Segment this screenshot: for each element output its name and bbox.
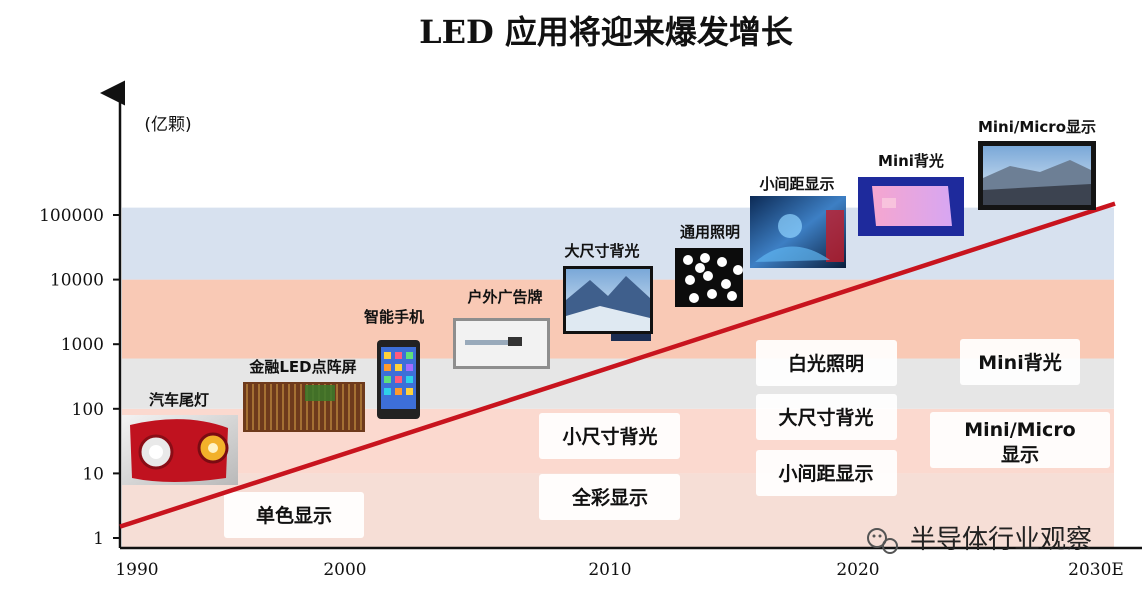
light-bulb	[727, 291, 737, 301]
watermark-text: 半导体行业观察	[910, 525, 1092, 555]
stage-box-small-backlight: 小尺寸背光	[539, 413, 680, 459]
light-bulb	[683, 255, 693, 265]
x-tick-label: 2000	[323, 560, 366, 580]
large-backlight-tv-photo	[563, 266, 653, 341]
milestone-label-smartphone: 智能手机	[364, 308, 424, 326]
stage-box-fine-pitch: 小间距显示	[756, 450, 897, 496]
trend-line	[119, 201, 1116, 529]
stage-box-label: 白光照明	[788, 352, 864, 375]
y-tick-label: 10	[82, 464, 104, 484]
stage-box-label: Mini背光	[978, 351, 1061, 374]
stage-box-large-backlight: 大尺寸背光	[756, 394, 897, 440]
stage-box-full-color: 全彩显示	[539, 474, 680, 520]
stage-box-white-lighting: 白光照明	[756, 340, 897, 386]
car-tail-light-photo	[122, 415, 238, 485]
milestone-label-large-backlight: 大尺寸背光	[564, 242, 639, 260]
light-bulb	[689, 293, 699, 303]
stage-box-mini-micro-display: Mini/Micro 显示	[930, 412, 1110, 468]
stage-box-label: 全彩显示	[571, 486, 648, 509]
y-tick-label: 100	[72, 400, 104, 420]
light-bulb	[721, 279, 731, 289]
mini-backlight-panel-photo	[858, 177, 964, 236]
general-lighting-photo	[675, 248, 743, 307]
light-bulb	[695, 263, 705, 273]
x-tick-label: 2010	[588, 560, 631, 580]
stage-box-mini-backlight: Mini背光	[960, 339, 1080, 385]
milestone-label-general-lighting: 通用照明	[680, 223, 740, 241]
x-tick-label: 2030E	[1068, 560, 1124, 580]
stage-box-label: 小间距显示	[778, 463, 873, 485]
light-bulb	[700, 253, 710, 263]
stage-box-label: 大尺寸背光	[778, 406, 873, 429]
milestone-label-fine-pitch: 小间距显示	[759, 175, 834, 193]
light-bulb	[717, 257, 727, 267]
milestone-label-led-dot-matrix: 金融LED点阵屏	[248, 358, 356, 376]
milestone-label-micro-display: Mini/Micro显示	[978, 118, 1096, 136]
stage-box-mono-display: 单色显示	[224, 492, 364, 538]
milestone-label-car-tail-light: 汽车尾灯	[149, 391, 209, 409]
light-bulb	[733, 265, 743, 275]
watermark: 半导体行业观察	[867, 525, 1092, 555]
milestone-label-mini-backlight: Mini背光	[878, 152, 944, 170]
x-tick-label: 2020	[836, 560, 879, 580]
stage-box-label: 小尺寸背光	[562, 425, 657, 448]
milestone-label-billboard: 户外广告牌	[467, 288, 542, 306]
fine-pitch-display-photo	[750, 196, 846, 268]
smartphone-photo	[377, 340, 420, 419]
x-tick-label: 1990	[115, 560, 158, 580]
stage-box-label: Mini/Micro	[964, 419, 1076, 441]
y-tick-label: 10000	[50, 271, 104, 291]
light-bulb	[707, 289, 717, 299]
billboard-photo	[453, 318, 550, 369]
micro-led-display-photo	[978, 141, 1096, 210]
light-bulb	[703, 271, 713, 281]
led-dot-matrix-photo	[243, 382, 365, 432]
wechat-icon	[867, 528, 898, 554]
x-ticks: 1990 2000 2010 2020 2030E	[115, 560, 1123, 580]
y-unit-label: (亿颗)	[144, 115, 191, 135]
y-tick-label: 1000	[61, 335, 104, 355]
y-ticks: 1 10 100 1000 10000 100000	[39, 206, 120, 549]
stage-box-label-line2: 显示	[1001, 444, 1039, 466]
chart-title: LED 应用将迎来爆发增长	[419, 13, 793, 51]
light-bulb	[685, 275, 695, 285]
y-tick-label: 1	[93, 529, 104, 549]
stage-box-label: 单色显示	[256, 504, 332, 527]
y-tick-label: 100000	[39, 206, 104, 226]
